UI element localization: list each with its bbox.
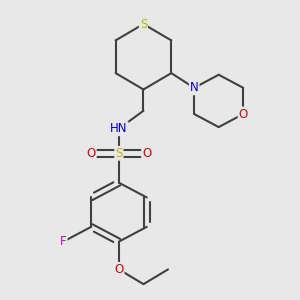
Text: O: O	[142, 147, 152, 160]
Text: O: O	[114, 263, 124, 276]
Text: HN: HN	[110, 122, 128, 135]
Text: O: O	[238, 107, 248, 121]
Text: N: N	[190, 81, 199, 94]
Text: F: F	[60, 235, 67, 248]
Text: S: S	[115, 147, 123, 160]
Text: S: S	[140, 17, 147, 31]
Text: O: O	[86, 147, 96, 160]
